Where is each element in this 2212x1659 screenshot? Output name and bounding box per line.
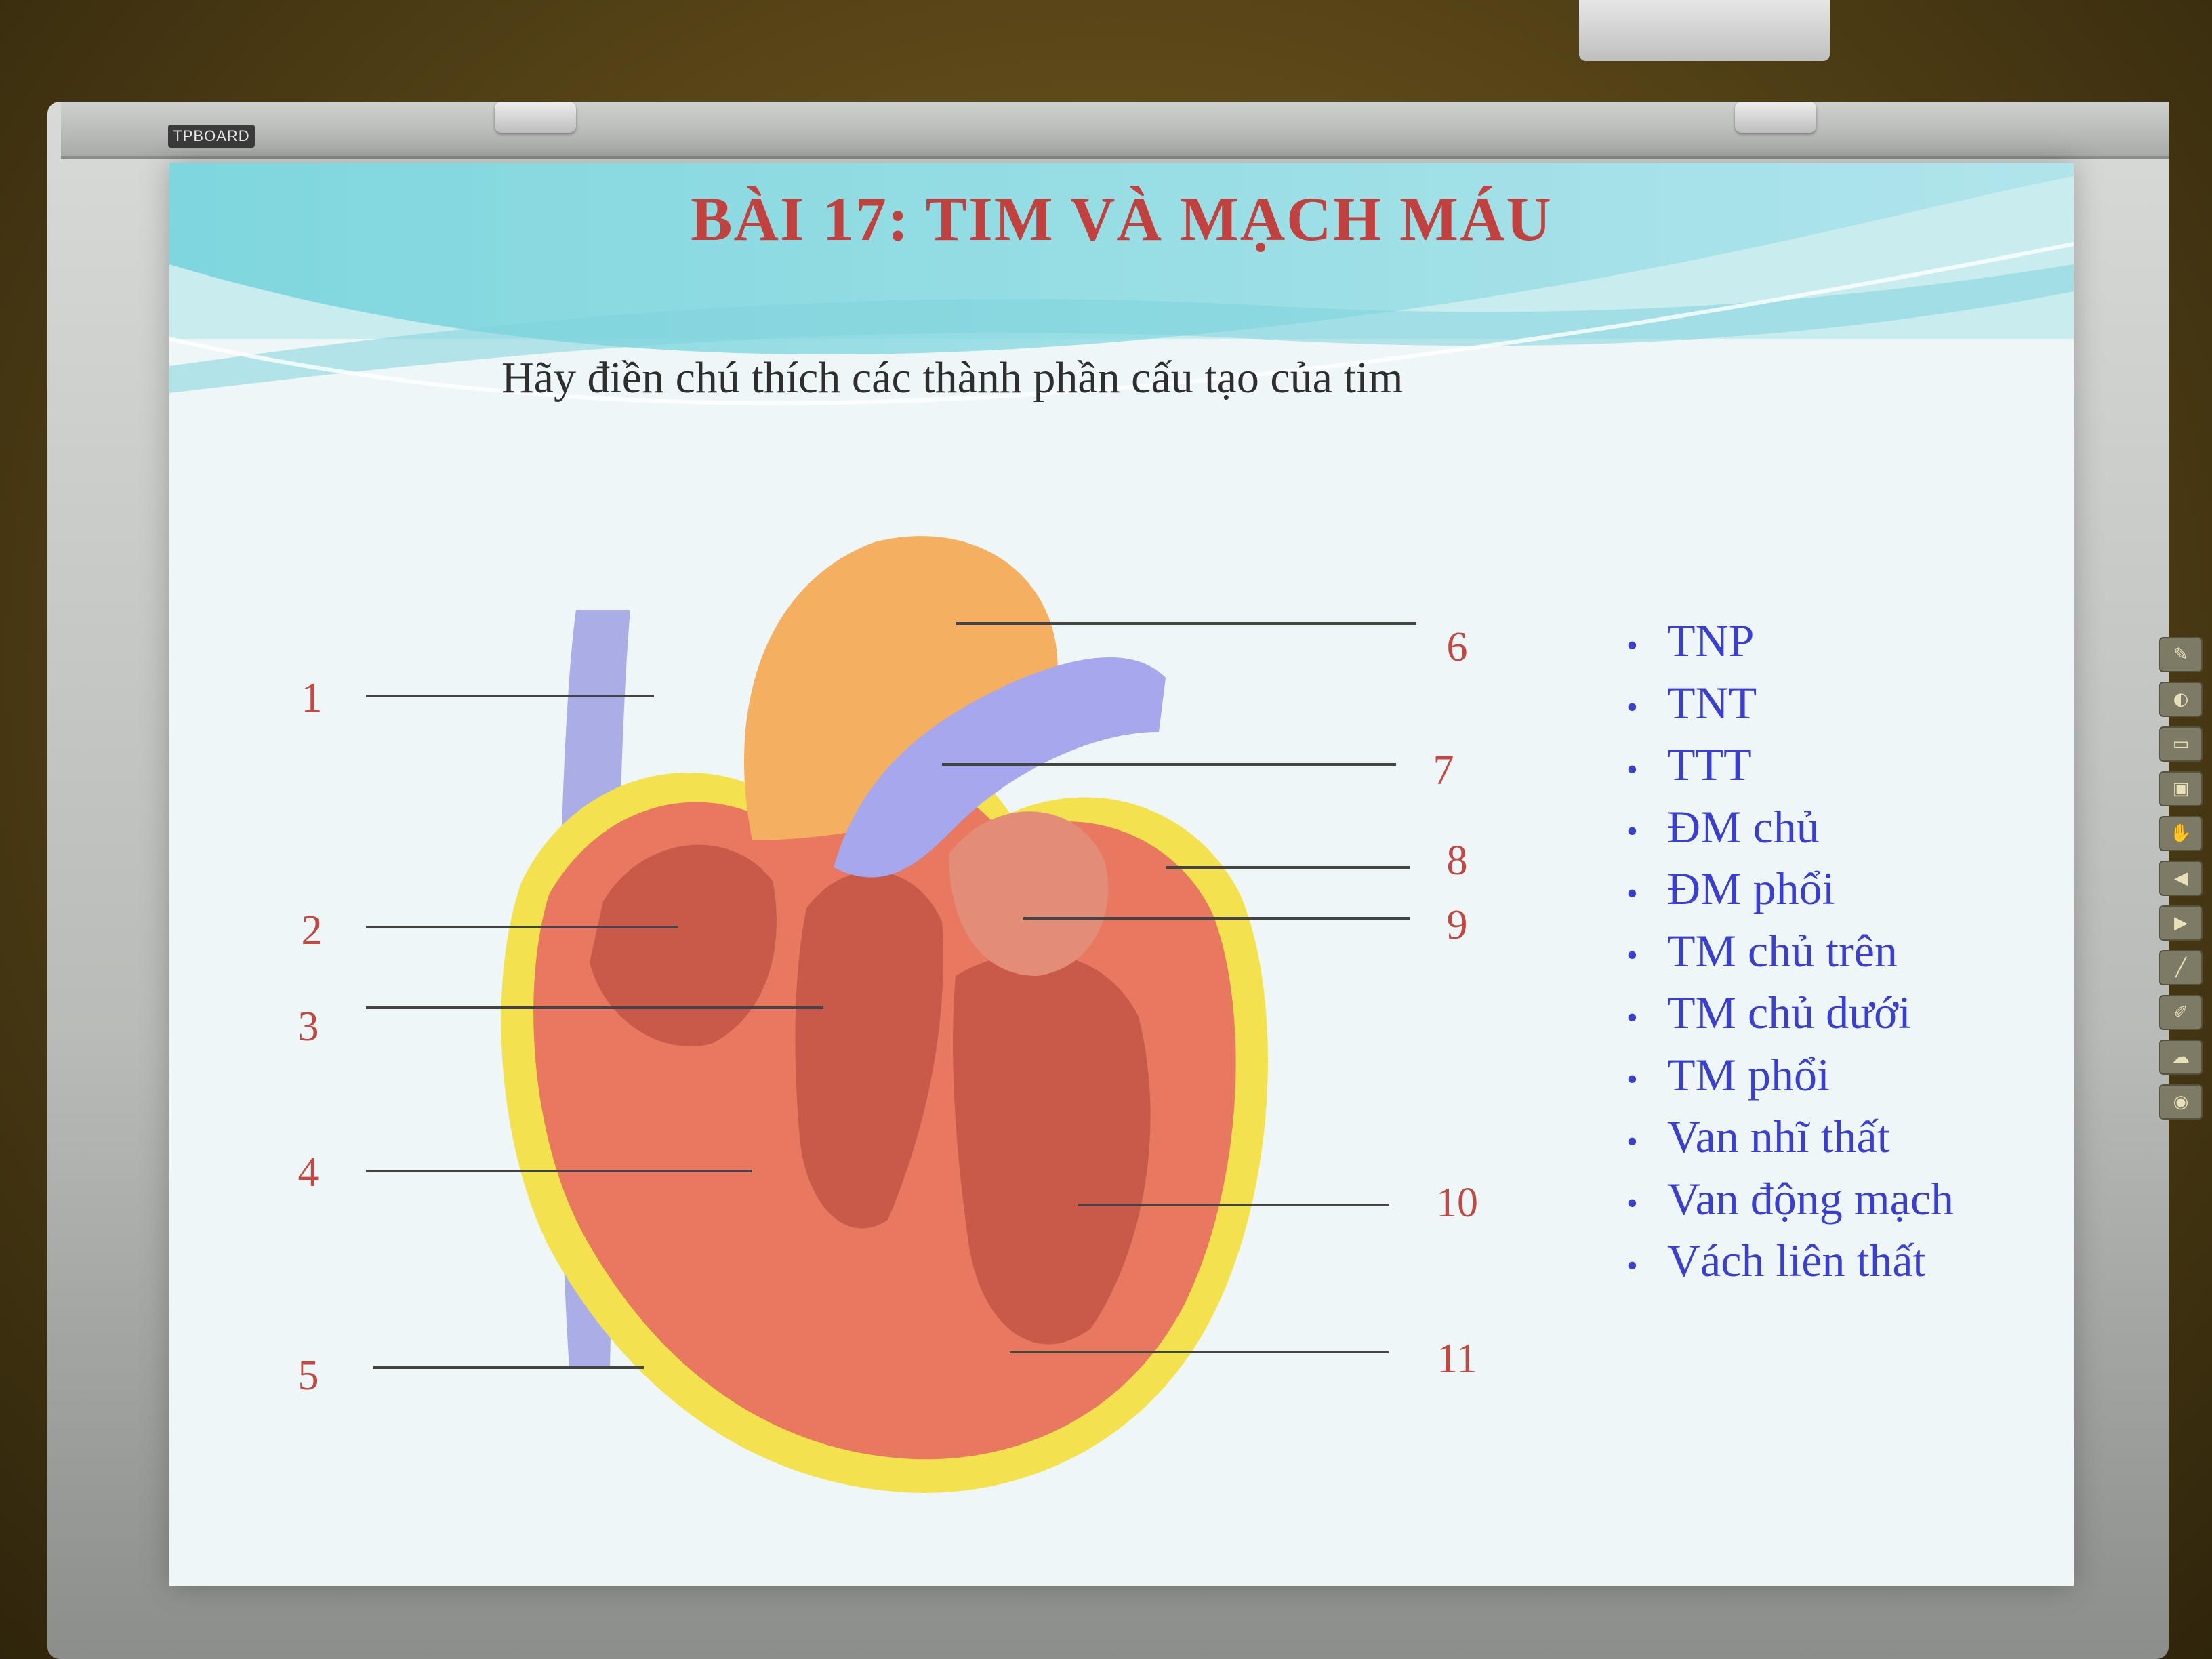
hand-icon[interactable]: ✋: [2159, 816, 2203, 851]
label-number-8: 8: [1446, 838, 1468, 884]
answer-item-tm-phoi: • TM phổi: [1626, 1048, 1830, 1101]
answer-item-van-dong-mach: • Van động mạch: [1626, 1172, 1954, 1225]
heart-cross-section-diagram: [366, 536, 1416, 1493]
eraser-icon[interactable]: ◐: [2159, 682, 2203, 717]
wall-mounted-box: [1579, 0, 1830, 61]
arrow-right-icon[interactable]: ▶: [2159, 905, 2203, 941]
label-number-9: 9: [1446, 902, 1468, 948]
leader-lines: [366, 622, 1416, 1369]
slide-instruction: Hãy điền chú thích các thành phần cấu tạ…: [501, 353, 1404, 403]
right-atrium-chamber: [590, 844, 777, 1046]
answer-item-tnt: • TNT: [1626, 676, 1757, 729]
label-number-5: 5: [298, 1353, 319, 1399]
septum-chamber: [795, 871, 943, 1229]
answer-item-tnp: • TNP: [1626, 615, 1755, 666]
answer-item-dm-chu: • ĐM chủ: [1626, 800, 1820, 853]
answer-item-tm-chu-tren: • TM chủ trên: [1626, 924, 1898, 977]
answer-item-dm-phoi: • ĐM phổi: [1626, 863, 1835, 914]
answer-item-vach-lien-that: • Vách liên thất: [1626, 1235, 1926, 1286]
projected-slide: BÀI 17: TIM VÀ MẠCH MÁU Hãy điền chú thí…: [169, 163, 2074, 1586]
label-number-4: 4: [298, 1149, 319, 1195]
highlighter-icon[interactable]: ✐: [2159, 995, 2203, 1030]
label-number-10: 10: [1436, 1180, 1478, 1226]
page-icon[interactable]: ▭: [2159, 726, 2203, 762]
answer-item-ttt: • TTT: [1626, 739, 1752, 790]
label-number-11: 11: [1437, 1336, 1477, 1382]
pulmonary-artery-shape: [834, 657, 1166, 878]
board-clip: [495, 102, 576, 133]
answer-list: • TNP • TNT • TTT • ĐM chủ • ĐM phổi • TM chủ …: [1626, 610, 1954, 1292]
slide-wave-background: [169, 163, 2074, 405]
camera-icon[interactable]: ◉: [2159, 1084, 2203, 1120]
label-number-6: 6: [1446, 624, 1468, 670]
label-number-1: 1: [301, 675, 323, 721]
slide-title: BÀI 17: TIM VÀ MẠCH MÁU: [691, 184, 1553, 253]
screen-icon[interactable]: ▣: [2159, 771, 2203, 806]
answer-item-van-nhi-that: • Van nhĩ thất: [1626, 1111, 1890, 1162]
whiteboard-side-toolbar: ✎ ◐ ▭ ▣ ✋ ◀ ▶ ╱ ✐ ☁ ◉: [2159, 637, 2207, 1120]
whiteboard-top-rail: [61, 102, 2169, 159]
label-number-3: 3: [298, 1004, 319, 1050]
pen-icon[interactable]: ✎: [2159, 637, 2203, 672]
left-atrium-chamber: [949, 811, 1109, 976]
label-number-7: 7: [1433, 747, 1454, 794]
label-number-2: 2: [301, 907, 323, 954]
marker-icon[interactable]: ╱: [2159, 950, 2203, 985]
left-ventricle-chamber: [953, 953, 1151, 1345]
board-clip: [1735, 102, 1816, 133]
board-brand-label: TPBOARD: [168, 125, 255, 148]
answer-item-tm-chu-duoi: • TM chủ dưới: [1626, 987, 1911, 1038]
cloud-icon[interactable]: ☁: [2159, 1040, 2203, 1075]
arrow-left-icon[interactable]: ◀: [2159, 861, 2203, 896]
